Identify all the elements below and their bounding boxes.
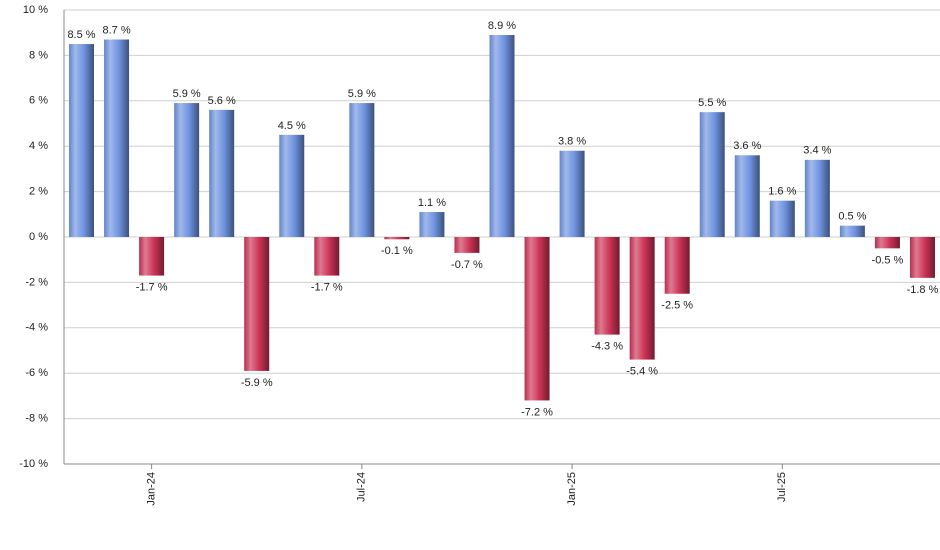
- value-label: -4.3 %: [591, 341, 623, 353]
- bar: [489, 34, 515, 237]
- y-tick-label: -2 %: [25, 276, 48, 288]
- value-label: -7.2 %: [521, 406, 553, 418]
- value-label: -1.7 %: [136, 281, 168, 293]
- bar: [699, 112, 725, 237]
- value-label: -0.7 %: [451, 259, 483, 271]
- value-label: 5.6 %: [208, 95, 236, 107]
- value-label: 5.9 %: [348, 88, 376, 100]
- bar: [594, 237, 620, 335]
- value-label: -5.4 %: [626, 365, 658, 377]
- bar: [769, 200, 795, 237]
- bar: [69, 44, 95, 237]
- y-tick-label: -10 %: [19, 458, 48, 470]
- x-tick-label: Jan-24: [146, 472, 158, 506]
- value-label: -5.9 %: [241, 377, 273, 389]
- value-label: -0.1 %: [381, 245, 413, 257]
- value-label: 8.9 %: [488, 20, 516, 32]
- bar: [139, 237, 165, 276]
- value-label: 3.8 %: [558, 136, 586, 148]
- value-label: 0.5 %: [838, 211, 866, 223]
- value-label: 8.5 %: [67, 29, 95, 41]
- bar: [454, 237, 480, 253]
- value-label: 5.9 %: [173, 88, 201, 100]
- bar: [279, 134, 305, 237]
- bar: [104, 39, 130, 238]
- bar: [419, 212, 445, 237]
- y-tick-label: -6 %: [25, 367, 48, 379]
- y-tick-label: 10 %: [23, 4, 48, 16]
- x-tick-label: Jul-24: [356, 472, 368, 502]
- bar: [804, 159, 830, 237]
- value-label: 4.5 %: [278, 120, 306, 132]
- y-tick-label: 8 %: [29, 49, 48, 61]
- bar: [524, 237, 550, 401]
- bar: [384, 237, 410, 240]
- y-tick-label: 6 %: [29, 95, 48, 107]
- bar: [559, 150, 585, 237]
- bar: [874, 237, 900, 249]
- y-tick-label: -8 %: [25, 413, 48, 425]
- x-tick-label: Jan-25: [566, 472, 578, 506]
- value-label: 1.1 %: [418, 197, 446, 209]
- bar: [209, 109, 235, 237]
- value-label: 1.6 %: [768, 186, 796, 198]
- value-label: -2.5 %: [661, 300, 693, 312]
- value-label: -0.5 %: [872, 254, 904, 266]
- value-label: 8.7 %: [102, 24, 130, 36]
- bar: [349, 103, 375, 237]
- bar: [629, 237, 655, 360]
- y-tick-label: 0 %: [29, 231, 48, 243]
- y-tick-label: 4 %: [29, 140, 48, 152]
- bar: [734, 155, 760, 237]
- bar: [314, 237, 340, 276]
- y-tick-label: 2 %: [29, 186, 48, 198]
- bar: [839, 225, 865, 237]
- bar: [244, 237, 270, 371]
- value-label: 3.6 %: [733, 140, 761, 152]
- value-label: 3.4 %: [803, 145, 831, 157]
- y-tick-label: -4 %: [25, 322, 48, 334]
- value-label: 5.5 %: [698, 97, 726, 109]
- x-tick-label: Jul-25: [776, 472, 788, 502]
- bar: [664, 237, 690, 294]
- bar: [174, 103, 200, 237]
- value-label: -1.8 %: [907, 284, 939, 296]
- bar: [909, 237, 935, 278]
- value-label: -1.7 %: [311, 281, 343, 293]
